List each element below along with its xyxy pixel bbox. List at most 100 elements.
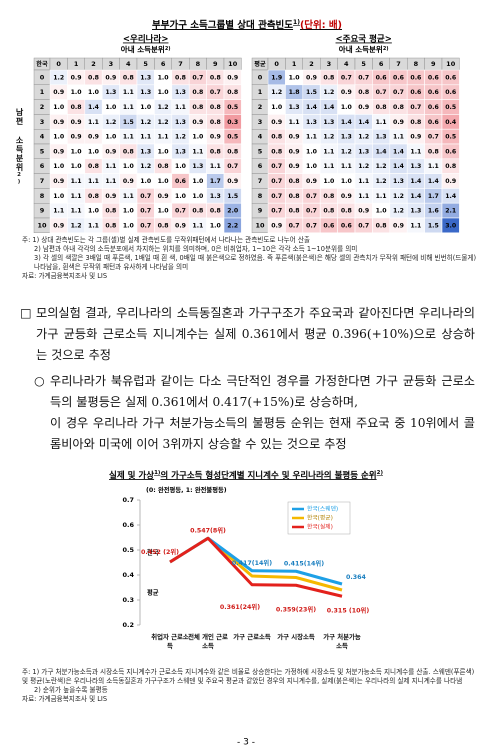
cell-value: 1.1: [71, 193, 82, 200]
cell-value: 1.4: [393, 163, 405, 170]
cell-value: 1.4: [410, 178, 422, 185]
cell-value: 1.0: [88, 208, 100, 215]
cell-value: 0.7: [192, 74, 203, 81]
cell-value: 0.7: [410, 104, 421, 111]
cell-value: 1.0: [53, 193, 65, 200]
cell-value: 1.0: [175, 163, 187, 170]
cell-value: 0.8: [175, 74, 186, 81]
col-header: 5: [361, 60, 366, 68]
row-header: 1: [40, 88, 45, 96]
cell-value: 2.1: [445, 208, 456, 215]
cell-value: 1.1: [358, 178, 369, 185]
cell-value: 0.9: [289, 163, 300, 170]
cell-value: 1.2: [376, 163, 387, 170]
heatmap-label: <주요국 평균>: [336, 34, 392, 45]
x-label-sup: 2): [383, 46, 389, 52]
cell-value: 0.6: [410, 89, 421, 96]
cell-value: 0.8: [358, 89, 369, 96]
cell-value: 0.9: [358, 104, 369, 111]
x-label-text: 아내 소득분위: [121, 44, 165, 54]
col-header: 6: [161, 60, 166, 68]
col-header: 10: [228, 60, 238, 68]
cell-value: 0.8: [376, 222, 387, 229]
paragraph-text: 모의실험 결과, 우리나라의 소득동질혼과 가구구조가 주요국과 같아진다면 우…: [36, 306, 475, 362]
row-header: 8: [258, 192, 263, 200]
row-header: 10: [255, 221, 265, 229]
cell-value: 0.7: [271, 208, 282, 215]
row-header: 7: [40, 177, 45, 185]
cell-value: 1.2: [323, 89, 334, 96]
value-label: 0.364: [346, 574, 367, 581]
row-header: 10: [37, 221, 47, 229]
cell-value: 0.8: [123, 74, 134, 81]
cell-value: 1.3: [393, 178, 404, 185]
cell-value: 0.6: [428, 119, 439, 126]
cell-value: 1.0: [71, 89, 83, 96]
col-header: 4: [126, 60, 131, 68]
x-label-text: 아내 소득분위: [339, 44, 383, 54]
y-label-sup: 2): [16, 172, 22, 186]
value-label: 0.417(14위): [232, 558, 272, 567]
cell-value: 1.4: [445, 193, 457, 200]
cell-value: 1.1: [192, 148, 203, 155]
cell-value: 1.3: [192, 163, 203, 170]
row-header: 3: [40, 118, 45, 126]
cell-value: 1.1: [192, 222, 203, 229]
cell-value: 1.1: [123, 89, 134, 96]
cell-value: 1.3: [376, 134, 387, 141]
page-number: - 3 -: [237, 738, 255, 748]
paragraph-text: 이 경우 우리나라 가구 처분가능소득의 불평등 순위는 현재 주요국 중 10…: [50, 416, 475, 451]
chart-notes: 주: 1) 가구 처분가능소득과 시장소득 지니계수가 근로소득 지니계수와 같…: [22, 668, 477, 704]
cell-value: 0.9: [227, 74, 238, 81]
cell-value: 1.2: [105, 119, 116, 126]
cell-value: 1.3: [140, 148, 151, 155]
cell-value: 0.9: [410, 134, 421, 141]
cell-value: 1.0: [71, 148, 83, 155]
cell-value: 0.5: [445, 134, 456, 141]
cell-value: 0.8: [410, 119, 421, 126]
cell-value: 1.2: [358, 163, 369, 170]
cell-value: 0.6: [376, 74, 387, 81]
cell-value: 1.7: [210, 178, 221, 185]
cell-value: 1.2: [53, 74, 64, 81]
cell-value: 0.9: [341, 89, 352, 96]
cell-value: 0.9: [88, 134, 99, 141]
y-tick-label: 0.2: [122, 621, 134, 629]
legend-label: 한국(스웨덴): [307, 505, 338, 513]
cell-value: 1.3: [410, 163, 421, 170]
col-header: 8: [196, 60, 201, 68]
cell-value: 0.7: [358, 74, 369, 81]
heatmap-label: <우리나라>: [123, 34, 169, 45]
cell-value: 0.8: [210, 148, 221, 155]
cell-value: 1.1: [53, 208, 64, 215]
cell-value: 0.7: [140, 222, 151, 229]
cell-value: 1.4: [358, 119, 370, 126]
cell-value: 1.0: [158, 178, 170, 185]
cell-value: 0.7: [306, 193, 317, 200]
cell-value: 0.9: [289, 148, 300, 155]
cell-value: 1.0: [140, 104, 152, 111]
cell-value: 0.8: [323, 193, 334, 200]
cell-value: 1.0: [158, 148, 170, 155]
col-header: 0: [274, 60, 279, 68]
title-sup: 1): [293, 19, 300, 26]
cell-value: 1.4: [88, 104, 100, 111]
cell-value: 1.1: [410, 222, 421, 229]
cell-value: 1.2: [393, 193, 404, 200]
col-header: 2: [91, 60, 96, 68]
cell-value: 1.2: [323, 134, 334, 141]
cell-value: 0.7: [358, 222, 369, 229]
cell-value: 1.4: [393, 148, 405, 155]
cell-value: 0.8: [428, 148, 439, 155]
cell-value: 0.7: [341, 74, 352, 81]
cell-value: 1.0: [341, 178, 353, 185]
cell-value: 0.3: [227, 119, 238, 126]
title-unit: (단위: 배): [300, 19, 342, 31]
cell-value: 1.1: [123, 193, 134, 200]
chart-title: 실제 및 가상1)의 가구소득 형성단계별 지니계수 및 우리나라의 불평등 순…: [109, 470, 383, 481]
col-header: 5: [143, 60, 148, 68]
chart-title-text: 의 가구소득 형성단계별 지니계수 및 우리나라의 불평등 순위: [160, 470, 376, 481]
cell-value: 1.0: [306, 148, 318, 155]
cell-value: 0.7: [271, 178, 282, 185]
